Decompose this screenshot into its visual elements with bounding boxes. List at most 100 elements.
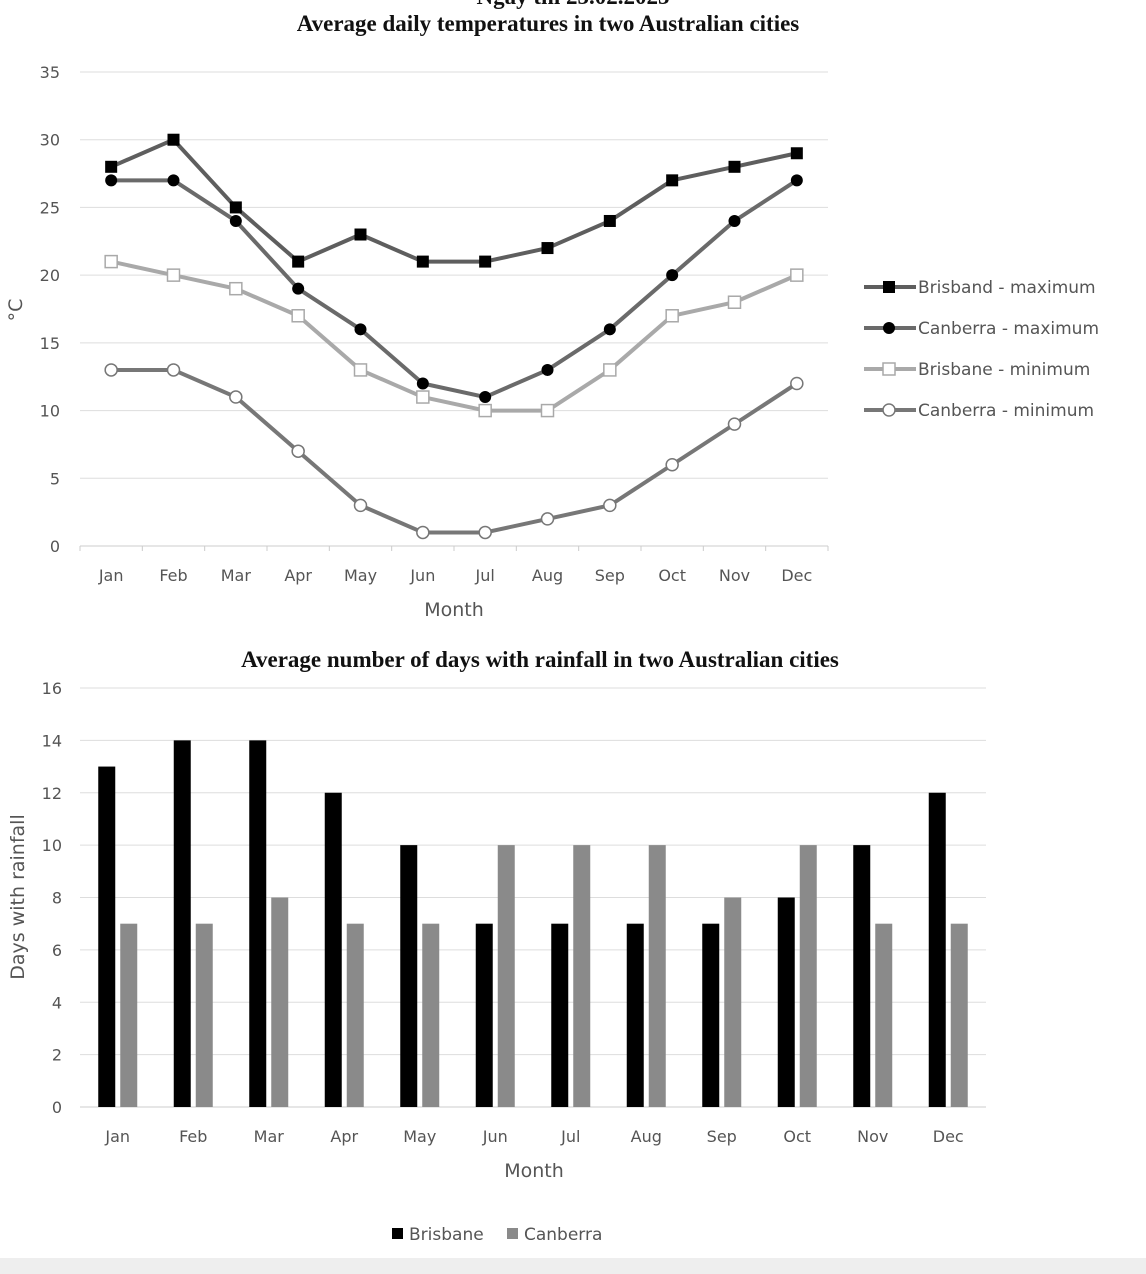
y-tick-label: 6 — [52, 941, 62, 960]
data-point — [354, 228, 367, 241]
y-tick-label: 10 — [42, 836, 62, 855]
data-point — [665, 309, 679, 323]
x-tick-label: Jul — [560, 1127, 580, 1146]
x-tick-label: Aug — [631, 1127, 662, 1146]
bar-canberra — [875, 923, 893, 1107]
data-point — [292, 282, 305, 295]
data-point — [353, 363, 368, 377]
x-tick-label: Aug — [532, 566, 563, 585]
legend-marker — [883, 322, 895, 334]
y-tick-label: 4 — [52, 993, 62, 1012]
x-tick-label: Dec — [933, 1127, 964, 1146]
y-tick-label: 14 — [42, 731, 62, 750]
y-tick-label: 0 — [52, 1098, 62, 1117]
x-tick-label: Jun — [409, 566, 435, 585]
data-point — [167, 174, 180, 187]
temp-y-label: °C — [5, 299, 27, 322]
legend-marker — [883, 281, 895, 293]
data-point — [727, 295, 742, 309]
x-tick-label: Sep — [707, 1127, 737, 1146]
x-tick-label: Jan — [98, 566, 124, 585]
bar-brisbane — [324, 792, 342, 1107]
x-tick-label: May — [344, 566, 377, 585]
rain-x-label: Month — [504, 1160, 564, 1182]
legend-label: Brisband - maximum — [918, 278, 1096, 298]
x-tick-label: May — [403, 1127, 436, 1146]
rain-y-label: Days with rainfall — [7, 814, 29, 979]
data-point — [291, 309, 305, 323]
bar-canberra — [573, 845, 591, 1107]
data-point — [105, 160, 118, 173]
legend-label: Brisbane — [409, 1225, 484, 1245]
temp-x-label: Month — [424, 599, 484, 621]
data-point — [416, 255, 429, 268]
bar-brisbane — [928, 792, 946, 1107]
data-point — [540, 403, 555, 418]
bar-brisbane — [853, 845, 871, 1107]
y-tick-label: 25 — [40, 198, 60, 217]
x-tick-label: Apr — [284, 566, 312, 585]
bar-brisbane — [400, 845, 418, 1107]
data-point — [790, 174, 803, 187]
data-point — [479, 391, 492, 404]
legend-swatch — [392, 1228, 403, 1239]
series-line — [110, 137, 798, 264]
data-point — [416, 377, 429, 390]
x-tick-label: Sep — [595, 566, 625, 585]
bar-canberra — [271, 897, 289, 1107]
data-point — [229, 281, 243, 296]
x-tick-label: Nov — [719, 566, 750, 585]
data-point — [479, 255, 492, 268]
data-point — [666, 269, 679, 282]
bar-brisbane — [777, 897, 795, 1107]
bar-canberra — [724, 897, 742, 1107]
data-point — [478, 403, 492, 418]
y-tick-label: 16 — [42, 679, 62, 698]
x-tick-label: Feb — [159, 566, 187, 585]
data-point — [354, 323, 367, 336]
data-point — [603, 323, 616, 336]
x-tick-label: Jun — [482, 1127, 508, 1146]
y-tick-label: 20 — [40, 266, 60, 285]
data-point — [416, 390, 430, 404]
x-tick-label: Dec — [781, 566, 812, 585]
x-tick-label: Mar — [221, 566, 252, 585]
data-point — [229, 201, 242, 214]
bar-canberra — [648, 845, 666, 1107]
bar-canberra — [799, 845, 817, 1107]
data-point — [229, 214, 242, 227]
data-point — [166, 268, 181, 282]
y-tick-label: 0 — [50, 537, 60, 556]
bar-canberra — [950, 923, 968, 1107]
data-point — [727, 417, 742, 431]
bar-canberra — [195, 923, 213, 1107]
y-tick-label: 30 — [40, 131, 60, 150]
data-point — [166, 363, 181, 377]
x-tick-label: Jan — [104, 1127, 130, 1146]
data-point — [167, 133, 180, 146]
data-point — [603, 214, 616, 227]
series-line — [111, 367, 798, 535]
bar-canberra — [120, 923, 138, 1107]
data-point — [603, 498, 617, 513]
bar-canberra — [497, 845, 515, 1107]
legend-label: Canberra - maximum — [918, 319, 1099, 339]
x-tick-label: Apr — [330, 1127, 358, 1146]
data-point — [105, 174, 118, 187]
data-point — [790, 147, 803, 160]
bottom-band — [0, 1258, 1146, 1274]
legend-label: Brisbane - minimum — [918, 360, 1090, 380]
legend-label: Canberra - minimum — [918, 401, 1094, 421]
bar-brisbane — [475, 923, 493, 1107]
data-point — [540, 512, 555, 526]
data-point — [665, 457, 679, 472]
data-point — [790, 268, 804, 282]
series-line — [110, 259, 798, 413]
data-point — [541, 363, 554, 376]
x-tick-label: Oct — [783, 1127, 811, 1146]
y-tick-label: 2 — [52, 1046, 62, 1065]
data-point — [291, 444, 305, 458]
data-point — [353, 498, 368, 513]
